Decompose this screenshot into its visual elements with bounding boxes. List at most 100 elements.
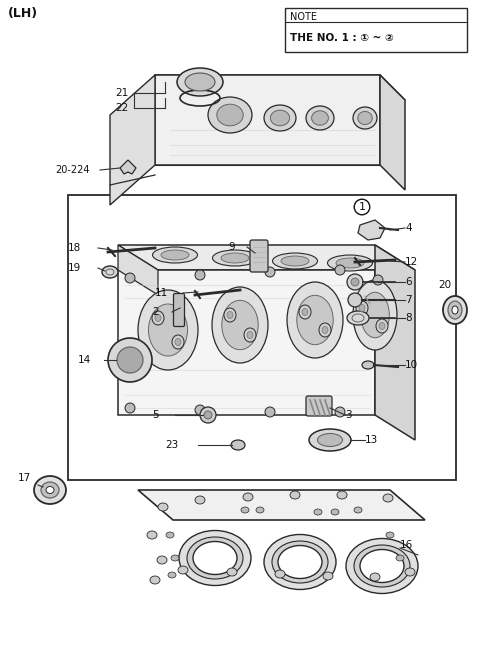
Text: 3: 3 bbox=[345, 410, 352, 420]
Ellipse shape bbox=[193, 542, 237, 574]
Text: 8: 8 bbox=[405, 313, 412, 323]
Ellipse shape bbox=[327, 255, 372, 271]
Ellipse shape bbox=[297, 295, 333, 345]
Ellipse shape bbox=[278, 546, 322, 578]
Text: 23: 23 bbox=[165, 440, 178, 450]
Polygon shape bbox=[118, 245, 158, 295]
Ellipse shape bbox=[360, 292, 389, 338]
Text: 22: 22 bbox=[115, 103, 128, 113]
Ellipse shape bbox=[153, 247, 197, 263]
FancyBboxPatch shape bbox=[250, 240, 268, 272]
Ellipse shape bbox=[356, 301, 368, 315]
Ellipse shape bbox=[405, 568, 415, 576]
Ellipse shape bbox=[244, 328, 256, 342]
Ellipse shape bbox=[46, 487, 54, 493]
Ellipse shape bbox=[168, 572, 176, 578]
Ellipse shape bbox=[175, 339, 181, 345]
Ellipse shape bbox=[360, 550, 404, 582]
Ellipse shape bbox=[161, 250, 189, 260]
Ellipse shape bbox=[241, 507, 249, 513]
Ellipse shape bbox=[221, 253, 249, 263]
FancyBboxPatch shape bbox=[306, 396, 332, 416]
Ellipse shape bbox=[187, 537, 243, 579]
Text: 20-224: 20-224 bbox=[55, 165, 89, 175]
Circle shape bbox=[265, 267, 275, 277]
Bar bbox=[68, 195, 456, 480]
Ellipse shape bbox=[256, 507, 264, 513]
Ellipse shape bbox=[452, 306, 458, 314]
Ellipse shape bbox=[362, 361, 374, 369]
Ellipse shape bbox=[178, 566, 188, 574]
Circle shape bbox=[195, 270, 205, 280]
Text: 7: 7 bbox=[405, 295, 412, 305]
Ellipse shape bbox=[147, 531, 157, 539]
Ellipse shape bbox=[359, 305, 365, 312]
Text: 17: 17 bbox=[18, 473, 31, 483]
Ellipse shape bbox=[185, 73, 215, 91]
Circle shape bbox=[265, 407, 275, 417]
Ellipse shape bbox=[217, 104, 243, 126]
Polygon shape bbox=[155, 75, 380, 165]
Text: 6: 6 bbox=[405, 277, 412, 287]
Ellipse shape bbox=[383, 494, 393, 502]
Text: 9: 9 bbox=[228, 242, 235, 252]
Ellipse shape bbox=[148, 304, 188, 356]
Ellipse shape bbox=[166, 532, 174, 538]
Ellipse shape bbox=[336, 258, 364, 268]
Ellipse shape bbox=[41, 482, 59, 498]
Ellipse shape bbox=[314, 509, 322, 515]
Text: 2: 2 bbox=[152, 307, 158, 317]
Ellipse shape bbox=[179, 531, 251, 586]
Ellipse shape bbox=[157, 556, 167, 564]
Circle shape bbox=[117, 347, 143, 373]
Text: 11: 11 bbox=[155, 288, 168, 298]
FancyBboxPatch shape bbox=[173, 293, 184, 326]
Polygon shape bbox=[138, 490, 425, 520]
Ellipse shape bbox=[370, 573, 380, 581]
Ellipse shape bbox=[322, 326, 328, 333]
Ellipse shape bbox=[287, 282, 343, 358]
Ellipse shape bbox=[272, 541, 328, 583]
Polygon shape bbox=[358, 220, 385, 240]
Ellipse shape bbox=[275, 570, 285, 578]
Circle shape bbox=[200, 407, 216, 423]
Ellipse shape bbox=[353, 107, 377, 129]
Ellipse shape bbox=[231, 440, 245, 450]
Ellipse shape bbox=[337, 491, 347, 499]
Circle shape bbox=[348, 293, 362, 307]
Ellipse shape bbox=[290, 491, 300, 499]
Ellipse shape bbox=[212, 287, 268, 363]
Ellipse shape bbox=[208, 97, 252, 133]
Ellipse shape bbox=[227, 568, 237, 576]
Ellipse shape bbox=[331, 509, 339, 515]
Ellipse shape bbox=[213, 250, 257, 266]
Ellipse shape bbox=[386, 532, 394, 538]
Circle shape bbox=[335, 407, 345, 417]
Ellipse shape bbox=[312, 111, 328, 125]
Ellipse shape bbox=[227, 312, 233, 318]
Text: NOTE: NOTE bbox=[290, 12, 317, 22]
Ellipse shape bbox=[243, 493, 253, 501]
Text: (LH): (LH) bbox=[8, 7, 38, 20]
Ellipse shape bbox=[302, 309, 308, 316]
Ellipse shape bbox=[379, 322, 385, 329]
Ellipse shape bbox=[177, 68, 223, 96]
Ellipse shape bbox=[396, 555, 404, 561]
Ellipse shape bbox=[376, 319, 388, 333]
Ellipse shape bbox=[138, 290, 198, 370]
Circle shape bbox=[125, 403, 135, 413]
Text: 14: 14 bbox=[78, 355, 91, 365]
Circle shape bbox=[125, 273, 135, 283]
Ellipse shape bbox=[281, 256, 309, 266]
Text: 5: 5 bbox=[152, 410, 158, 420]
Ellipse shape bbox=[323, 572, 333, 580]
Text: 21: 21 bbox=[115, 88, 128, 98]
Ellipse shape bbox=[34, 476, 66, 504]
Ellipse shape bbox=[299, 305, 311, 319]
Ellipse shape bbox=[222, 300, 258, 350]
Text: THE NO. 1 : ① ~ ②: THE NO. 1 : ① ~ ② bbox=[290, 33, 394, 43]
Ellipse shape bbox=[155, 314, 161, 322]
Circle shape bbox=[195, 405, 205, 415]
FancyBboxPatch shape bbox=[285, 8, 467, 52]
Ellipse shape bbox=[346, 538, 418, 593]
